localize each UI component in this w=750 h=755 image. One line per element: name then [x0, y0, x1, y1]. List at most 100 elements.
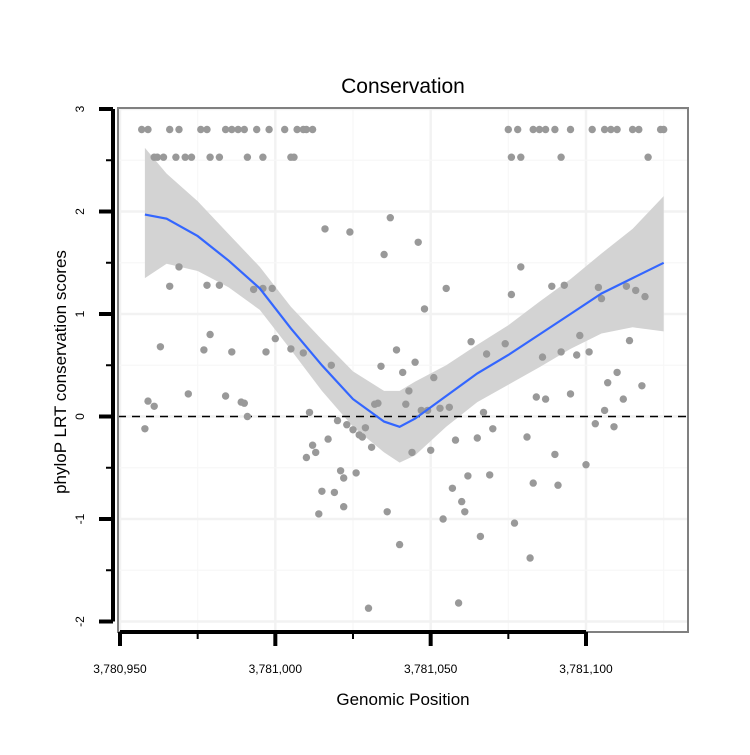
data-point: [333, 416, 342, 425]
data-point: [386, 214, 394, 222]
data-point: [352, 469, 360, 477]
data-point: [414, 238, 422, 246]
data-point: [541, 395, 550, 403]
data-point: [594, 283, 603, 292]
data-point: [228, 125, 236, 134]
data-point: [358, 433, 366, 441]
data-point: [613, 125, 621, 134]
data-point: [551, 125, 559, 134]
data-point: [392, 346, 401, 354]
smooth-line: [144, 213, 665, 428]
data-point: [308, 125, 317, 134]
data-point: [243, 153, 252, 161]
data-point: [166, 282, 174, 290]
smooth-line-layer: [144, 213, 665, 428]
data-point: [240, 125, 248, 134]
data-point: [473, 434, 481, 442]
data-point: [159, 153, 168, 161]
data-point: [312, 448, 320, 457]
data-point: [138, 125, 146, 134]
data-point: [302, 453, 311, 462]
data-point: [461, 508, 469, 516]
data-point: [299, 349, 307, 357]
data-point: [454, 599, 463, 607]
x-tick-label: 3,781,000: [249, 662, 303, 676]
data-point: [308, 441, 317, 449]
data-point: [576, 331, 584, 340]
data-point: [327, 361, 335, 369]
data-point: [489, 425, 497, 433]
data-point: [514, 125, 522, 134]
data-point: [427, 446, 435, 454]
data-point: [464, 472, 472, 480]
data-point: [573, 351, 581, 359]
x-axis-label: Genomic Position: [336, 690, 469, 709]
data-point: [197, 125, 205, 134]
data-point: [600, 125, 609, 134]
data-point: [175, 263, 183, 271]
data-point: [442, 284, 450, 293]
data-point: [281, 125, 289, 134]
data-point: [436, 404, 444, 412]
data-point: [349, 426, 357, 434]
data-point: [340, 474, 348, 482]
data-point: [448, 484, 457, 492]
data-point: [517, 153, 525, 161]
data-point: [504, 125, 512, 134]
data-point: [380, 250, 388, 259]
data-point: [215, 281, 224, 289]
data-point: [405, 387, 413, 395]
data-point: [383, 508, 391, 516]
data-point: [588, 125, 596, 134]
data-point: [184, 390, 192, 398]
data-point: [458, 497, 466, 506]
data-point: [399, 368, 407, 377]
data-point: [340, 503, 348, 511]
data-point: [510, 519, 519, 527]
data-point: [215, 153, 224, 161]
data-point: [628, 125, 637, 134]
y-tick-label: 0: [73, 413, 87, 420]
data-point: [203, 281, 211, 289]
data-point: [600, 406, 609, 415]
data-point: [144, 125, 152, 134]
data-point: [538, 353, 547, 361]
data-point: [364, 604, 373, 612]
y-axis-label: phyloP LRT conservation scores: [51, 250, 70, 494]
y-tick-label: -2: [73, 616, 87, 627]
data-point: [482, 350, 491, 358]
data-point: [265, 125, 273, 134]
data-point: [305, 408, 314, 417]
data-point: [566, 125, 575, 134]
data-point: [153, 153, 161, 161]
confidence-band-layer: [144, 147, 664, 463]
data-point: [374, 399, 382, 407]
data-point: [532, 393, 540, 401]
data-point: [632, 286, 640, 295]
data-point: [529, 125, 537, 134]
data-point: [517, 263, 525, 271]
confidence-band: [144, 147, 664, 463]
data-point: [268, 284, 276, 293]
x-tick-label: 3,781,100: [559, 662, 613, 676]
data-point: [221, 392, 230, 400]
data-point: [293, 125, 301, 134]
data-point: [302, 125, 311, 134]
data-point: [321, 225, 329, 233]
data-point: [523, 433, 531, 441]
data-point: [526, 554, 534, 562]
data-point: [451, 436, 460, 444]
data-point: [253, 125, 261, 134]
x-tick-label: 3,780,950: [93, 662, 147, 676]
data-point: [315, 510, 323, 518]
data-point: [445, 403, 453, 411]
data-point: [150, 402, 158, 410]
data-point: [610, 423, 618, 431]
data-point: [644, 153, 652, 161]
data-point: [240, 399, 248, 407]
data-point: [181, 153, 189, 161]
data-point: [175, 125, 183, 134]
data-point: [607, 125, 615, 134]
